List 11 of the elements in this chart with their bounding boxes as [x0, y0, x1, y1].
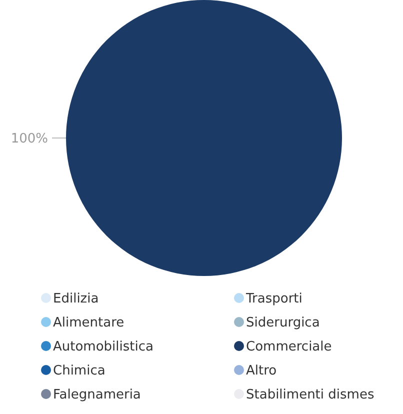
- legend-label: Trasporti: [245, 292, 302, 307]
- legend-label: Stabilimenti dismes: [246, 388, 374, 403]
- legend-label: Chimica: [53, 364, 106, 379]
- legend-label: Automobilistica: [53, 340, 154, 355]
- legend-label: Falegnameria: [53, 388, 141, 403]
- legend-label: Commerciale: [246, 340, 332, 355]
- legend-label: Siderurgica: [246, 316, 320, 331]
- legend-label: Alimentare: [53, 316, 124, 331]
- data-label: 100%: [10, 132, 48, 147]
- legend-label: Edilizia: [53, 292, 99, 307]
- legend-label: Altro: [246, 364, 277, 379]
